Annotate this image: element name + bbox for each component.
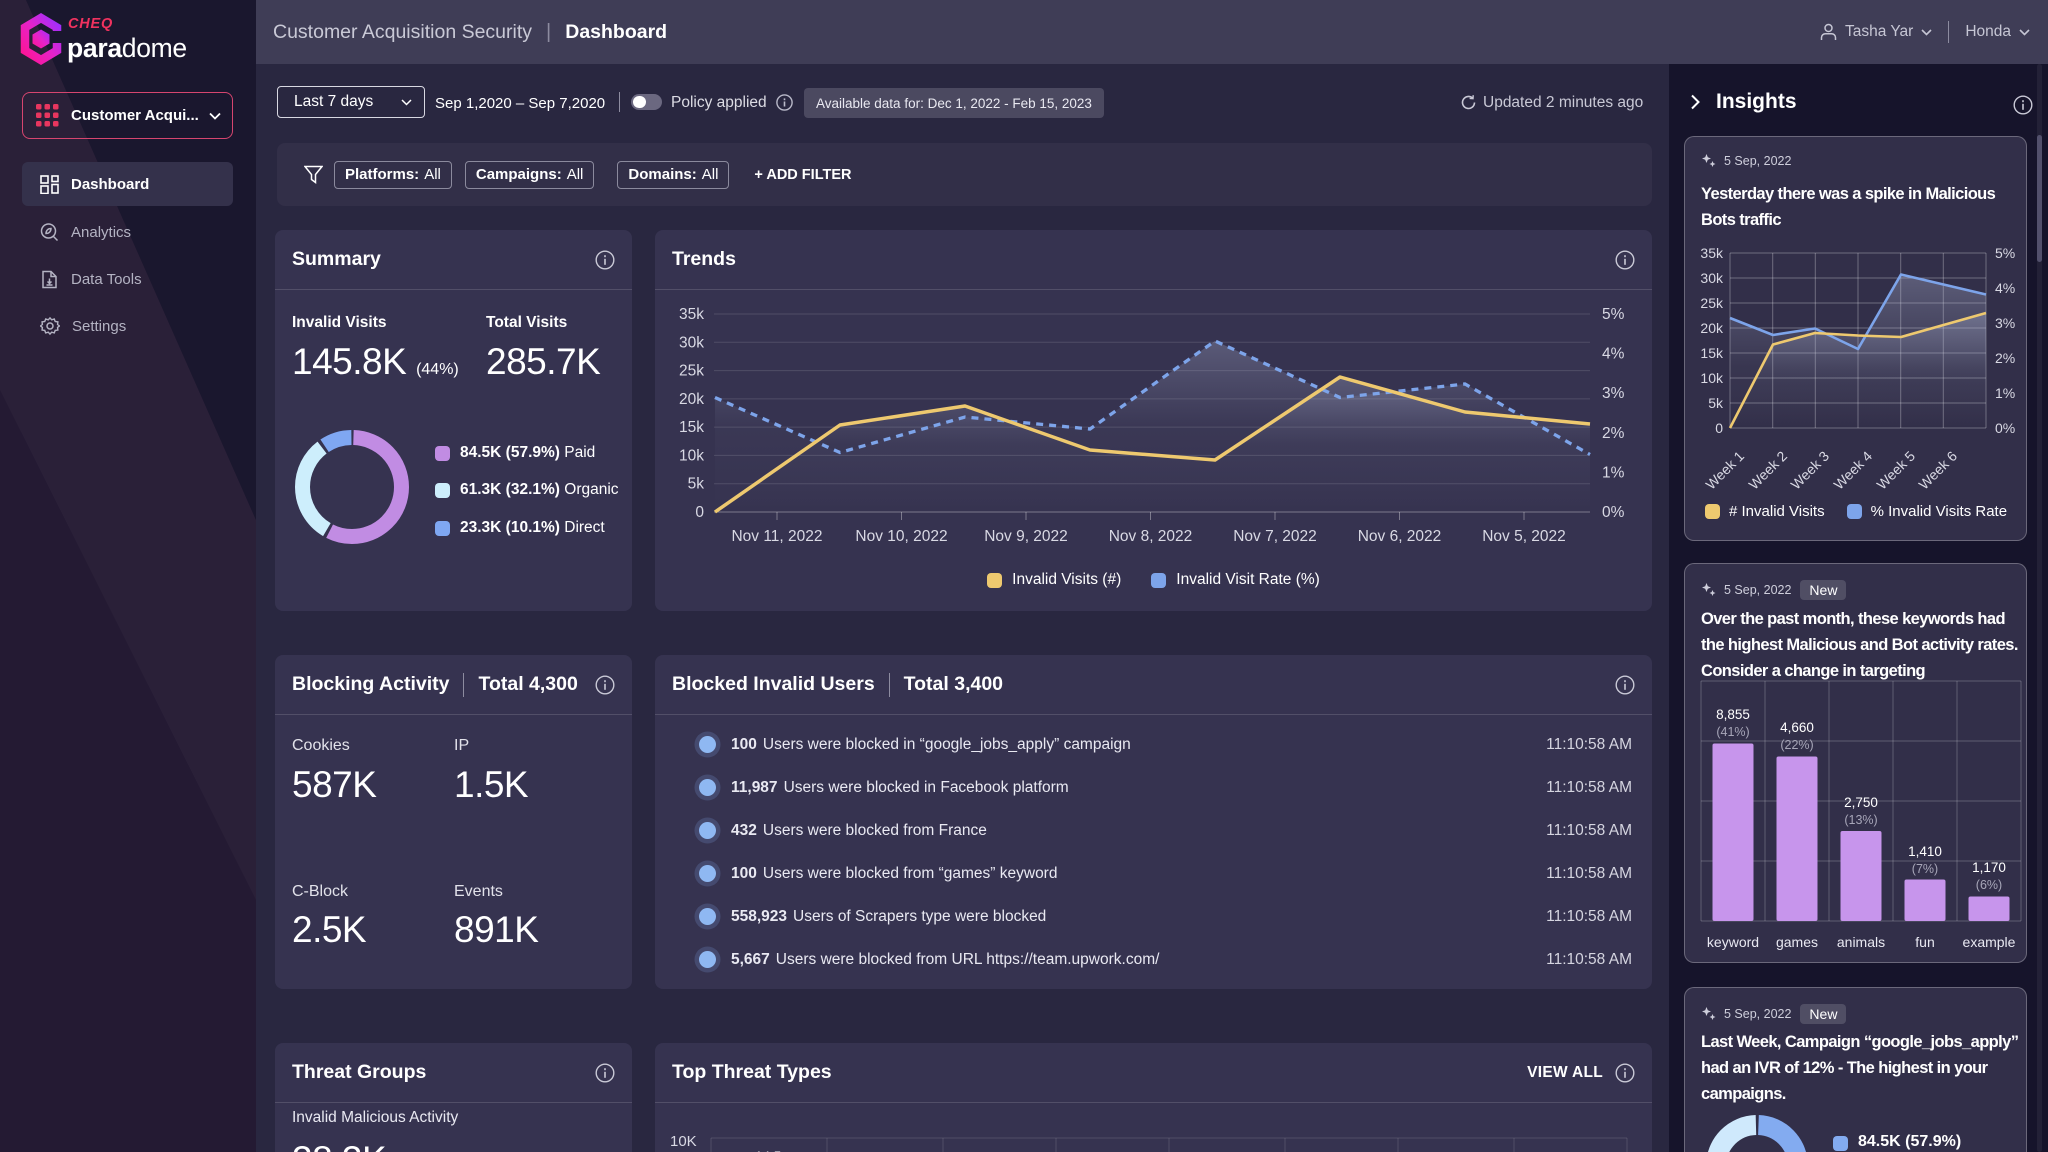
- svg-text:fun: fun: [1915, 934, 1934, 950]
- svg-text:5%: 5%: [1602, 306, 1625, 323]
- svg-text:25k: 25k: [1700, 295, 1724, 311]
- svg-text:5%: 5%: [1995, 245, 2015, 261]
- svg-text:example: example: [1963, 934, 2016, 950]
- svg-text:35k: 35k: [1700, 245, 1724, 261]
- svg-text:20k: 20k: [679, 391, 704, 408]
- svg-text:15k: 15k: [1700, 345, 1724, 361]
- svg-text:20k: 20k: [1700, 320, 1724, 336]
- svg-text:Week 4: Week 4: [1830, 448, 1875, 493]
- svg-text:Nov 9, 2022: Nov 9, 2022: [984, 528, 1068, 545]
- svg-text:35k: 35k: [679, 306, 704, 323]
- svg-text:Week 3: Week 3: [1787, 448, 1832, 493]
- svg-text:Week 1: Week 1: [1702, 448, 1747, 493]
- svg-text:Nov 11, 2022: Nov 11, 2022: [731, 528, 822, 545]
- svg-text:15k: 15k: [679, 419, 704, 436]
- svg-text:4,660: 4,660: [1780, 720, 1814, 735]
- svg-text:8,855: 8,855: [1716, 707, 1750, 722]
- svg-text:2,750: 2,750: [1844, 795, 1878, 810]
- svg-text:14,5: 14,5: [755, 1149, 781, 1152]
- svg-text:1,170: 1,170: [1972, 860, 2006, 875]
- svg-text:1,410: 1,410: [1908, 844, 1942, 859]
- svg-text:2%: 2%: [1602, 425, 1625, 442]
- svg-text:30k: 30k: [1700, 270, 1724, 286]
- svg-text:paradome: paradome: [67, 33, 187, 63]
- svg-text:2%: 2%: [1995, 350, 2015, 366]
- svg-text:Week 2: Week 2: [1745, 448, 1790, 493]
- svg-text:4%: 4%: [1995, 280, 2015, 296]
- svg-text:4%: 4%: [1602, 346, 1625, 363]
- svg-text:Nov 6, 2022: Nov 6, 2022: [1358, 528, 1442, 545]
- svg-text:10k: 10k: [1700, 370, 1724, 386]
- svg-text:(7%): (7%): [1912, 862, 1938, 876]
- svg-text:25k: 25k: [679, 363, 704, 380]
- svg-text:0%: 0%: [1602, 504, 1625, 521]
- svg-text:0: 0: [1715, 420, 1723, 436]
- svg-text:0%: 0%: [1995, 420, 2015, 436]
- svg-text:Week 5: Week 5: [1873, 448, 1918, 493]
- svg-text:10k: 10k: [679, 447, 704, 464]
- svg-text:5k: 5k: [688, 476, 705, 493]
- svg-text:5k: 5k: [1708, 395, 1724, 411]
- svg-text:30k: 30k: [679, 334, 704, 351]
- svg-text:1%: 1%: [1995, 385, 2015, 401]
- svg-text:keyword: keyword: [1707, 934, 1759, 950]
- svg-text:Nov 10, 2022: Nov 10, 2022: [855, 528, 947, 545]
- svg-text:animals: animals: [1837, 934, 1885, 950]
- svg-text:games: games: [1776, 934, 1818, 950]
- svg-text:0: 0: [695, 504, 704, 521]
- svg-text:Nov 7, 2022: Nov 7, 2022: [1233, 528, 1317, 545]
- svg-text:3%: 3%: [1602, 385, 1625, 402]
- svg-text:CHEQ: CHEQ: [68, 16, 113, 32]
- svg-text:(13%): (13%): [1844, 813, 1877, 827]
- svg-text:Nov 5, 2022: Nov 5, 2022: [1482, 528, 1566, 545]
- svg-text:1%: 1%: [1602, 464, 1625, 481]
- svg-text:Nov 8, 2022: Nov 8, 2022: [1109, 528, 1193, 545]
- svg-text:(6%): (6%): [1976, 878, 2002, 892]
- svg-text:(22%): (22%): [1780, 738, 1813, 752]
- svg-text:Week 6: Week 6: [1915, 448, 1960, 493]
- svg-text:(41%): (41%): [1716, 725, 1749, 739]
- svg-text:3%: 3%: [1995, 315, 2015, 331]
